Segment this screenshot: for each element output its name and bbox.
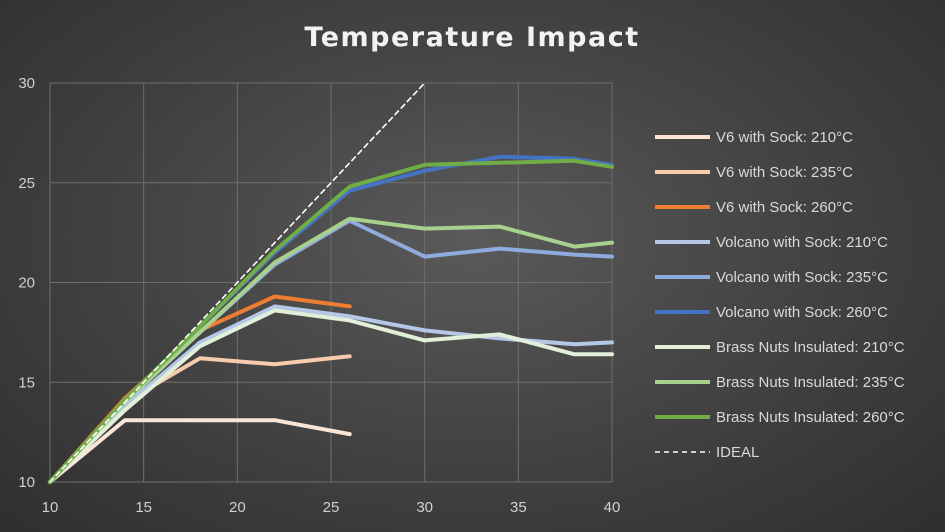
series-line-ideal bbox=[49, 82, 426, 483]
y-tick-label: 25 bbox=[18, 175, 35, 192]
legend-label: Brass Nuts Insulated: 260°C bbox=[716, 409, 905, 426]
x-tick-label: 25 bbox=[323, 499, 340, 516]
x-tick-label: 10 bbox=[42, 499, 59, 516]
legend-label: V6 with Sock: 235°C bbox=[716, 164, 853, 181]
series-line-volcano-with-sock-210-c bbox=[48, 304, 614, 484]
series-line-brass-nuts-insulated-235-c bbox=[48, 216, 614, 484]
y-tick-label: 15 bbox=[18, 374, 35, 391]
x-tick-label: 35 bbox=[510, 499, 527, 516]
legend: V6 with Sock: 210°C V6 with Sock: 235°C V6… bbox=[655, 129, 905, 461]
legend-label: V6 with Sock: 260°C bbox=[716, 199, 853, 216]
y-tick-label: 20 bbox=[18, 275, 35, 292]
series-lines bbox=[48, 82, 614, 484]
y-tick-label: 10 bbox=[18, 474, 35, 491]
axis-tick-labels: 10 15 20 25 30 35 40 10 15 20 25 30 bbox=[18, 75, 620, 516]
series-line-brass-nuts-insulated-210-c bbox=[48, 308, 614, 484]
legend-label: Brass Nuts Insulated: 210°C bbox=[716, 339, 905, 356]
legend-label: Brass Nuts Insulated: 235°C bbox=[716, 374, 905, 391]
legend-label: V6 with Sock: 210°C bbox=[716, 129, 853, 146]
legend-label: Volcano with Sock: 210°C bbox=[716, 234, 888, 251]
x-tick-label: 15 bbox=[135, 499, 152, 516]
y-tick-label: 30 bbox=[18, 75, 35, 92]
chart-title: Temperature Impact bbox=[304, 22, 639, 53]
x-tick-label: 30 bbox=[416, 499, 433, 516]
legend-label: Volcano with Sock: 235°C bbox=[716, 269, 888, 286]
grid bbox=[49, 82, 613, 483]
x-tick-label: 20 bbox=[229, 499, 246, 516]
x-tick-label: 40 bbox=[604, 499, 621, 516]
legend-label: Volcano with Sock: 260°C bbox=[716, 304, 888, 321]
legend-label: IDEAL bbox=[716, 444, 759, 461]
series-line-v6-with-sock-210-c bbox=[48, 418, 352, 484]
